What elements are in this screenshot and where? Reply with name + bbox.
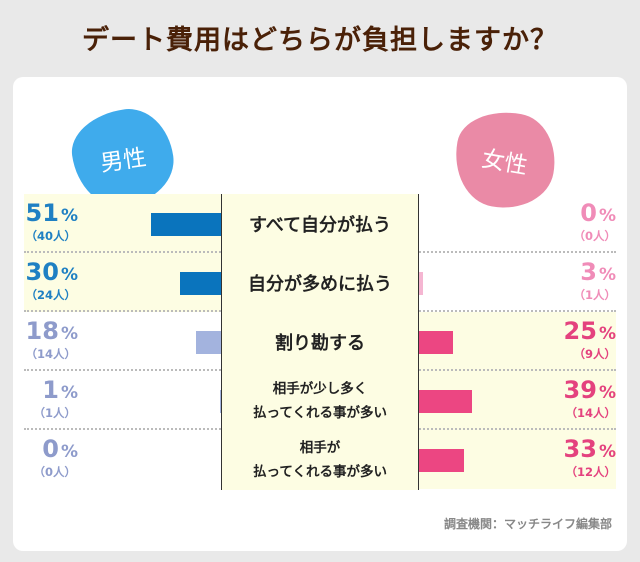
female-value: 33% [563,435,616,463]
chart-row: 1% （1人） 39% （14人） [24,371,616,430]
category-label: 相手が 払ってくれる事が多い [222,430,418,489]
female-bar [419,272,424,295]
female-value: 39% [563,376,616,404]
male-count: （0人） [33,465,76,479]
female-value: 25% [563,317,616,345]
male-count: （14人） [25,347,76,361]
chart-title: デート費用はどちらが負担しますか？ [82,25,558,56]
male-label: 男性 [98,144,149,178]
female-bar [419,390,473,413]
category-label: 自分が多めに払う [222,253,418,312]
source-note: 調査機関：マッチライフ編集部 [443,517,612,531]
category-label: 相手が少し多く 払ってくれる事が多い [222,371,418,430]
female-count: （9人） [573,347,616,361]
category-label: すべて自分が払う [222,194,418,253]
category-label: 割り勘する [222,312,418,371]
category-column: すべて自分が払う 自分が多めに払う 割り勘する相手が少し多く 払ってくれる事が多い 相手… [221,194,419,490]
female-bar [419,331,454,354]
female-count: （12人） [565,465,616,479]
male-count: （40人） [25,229,76,243]
chart-row: 0% （0人） 33% （12人） [24,430,616,489]
category-text: すべて自分が払う [248,214,392,236]
male-value: 0% [42,435,78,463]
category-text: 相手が少し多く 払ってくれる事が多い [253,380,387,421]
female-count: （0人） [573,229,616,243]
male-value: 30% [25,258,78,286]
male-count: （24人） [25,288,76,302]
female-bar [419,449,465,472]
male-bar [219,390,221,413]
category-text: 相手が 払ってくれる事が多い [253,439,387,480]
male-value: 1% [42,376,78,404]
female-label: 女性 [479,146,530,180]
female-value: 0% [580,199,616,227]
female-count: （14人） [565,406,616,420]
category-text: 割り勘する [275,332,365,354]
male-value: 18% [25,317,78,345]
male-bar [196,331,221,354]
male-bar [179,272,221,295]
male-value: 51% [25,199,78,227]
female-count: （1人） [573,288,616,302]
category-text: 自分が多めに払う [248,273,392,295]
female-value: 3% [580,258,616,286]
chart-row: 30% （24人） 3% （1人） [24,253,616,312]
male-count: （1人） [33,406,76,420]
male-bar [151,213,221,236]
